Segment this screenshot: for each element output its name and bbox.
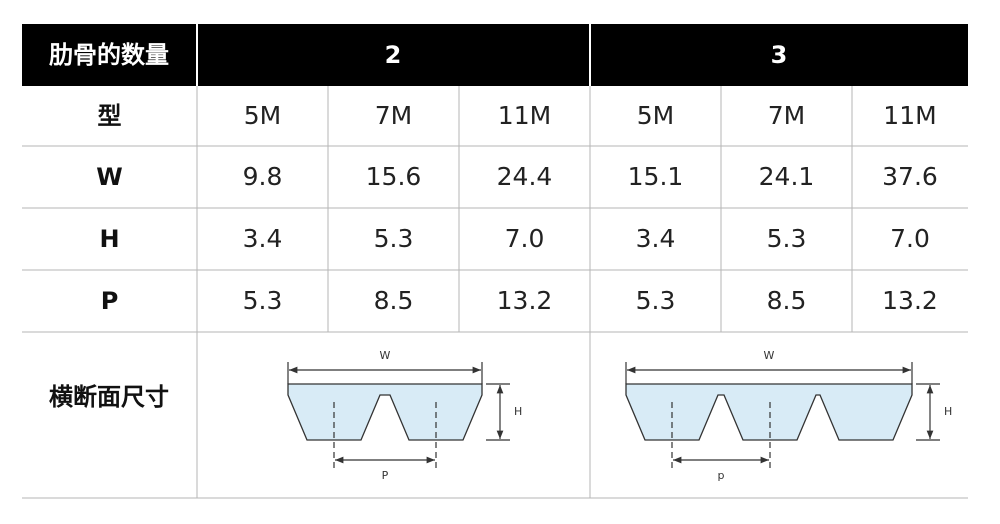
cell-value: 5.3 <box>374 224 414 253</box>
cell-value: 11M <box>498 101 551 130</box>
cell-value: 5M <box>244 101 281 130</box>
header-cell: 2 <box>385 41 402 69</box>
cell-value: 15.1 <box>628 162 684 191</box>
cell-value: 7.0 <box>505 224 545 253</box>
belt-section <box>287 383 483 441</box>
cell-value: 7.0 <box>890 224 930 253</box>
dim-label: W <box>380 349 391 362</box>
cell-value: 5M <box>637 101 674 130</box>
cell-value: 8.5 <box>767 286 807 315</box>
cell-value: 11M <box>883 101 936 130</box>
cell-value: 13.2 <box>882 286 938 315</box>
cell-value: 3.4 <box>636 224 676 253</box>
row-label: W <box>96 163 122 191</box>
row-label: H <box>99 225 119 253</box>
cell-value: 9.8 <box>243 162 283 191</box>
cell-value: 5.3 <box>636 286 676 315</box>
cell-value: 13.2 <box>497 286 553 315</box>
dim-label: H <box>944 405 952 418</box>
cell-value: 5.3 <box>767 224 807 253</box>
cell-value: 37.6 <box>882 162 938 191</box>
cell-value: 5.3 <box>243 286 283 315</box>
dim-label: P <box>382 469 389 482</box>
cell-value: 24.1 <box>759 162 815 191</box>
dim-label: W <box>764 349 775 362</box>
header-cell: 3 <box>771 41 788 69</box>
dim-label: H <box>514 405 522 418</box>
cell-value: 3.4 <box>243 224 283 253</box>
cell-value: 7M <box>375 101 412 130</box>
dim-label: p <box>718 469 725 482</box>
row-label: 型 <box>98 102 122 130</box>
cell-value: 8.5 <box>374 286 414 315</box>
cell-value: 15.6 <box>366 162 422 191</box>
header-bg <box>22 24 968 86</box>
row-label: P <box>101 287 119 315</box>
cell-value: 7M <box>768 101 805 130</box>
belt-section <box>625 383 913 441</box>
header-cell: 肋骨的数量 <box>49 41 169 69</box>
row-label: 横断面尺寸 <box>49 383 169 411</box>
cell-value: 24.4 <box>497 162 553 191</box>
